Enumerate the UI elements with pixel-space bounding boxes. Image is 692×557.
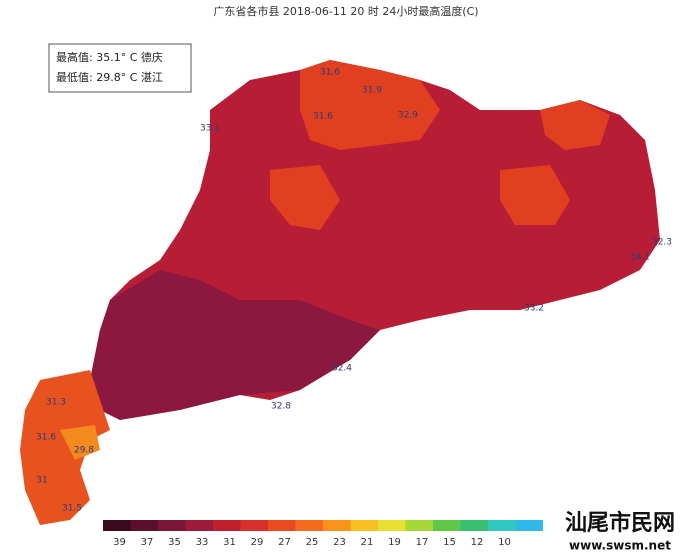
legend-tick: 19 — [388, 537, 401, 548]
station-label: 32.3 — [652, 238, 672, 248]
legend-tick: 15 — [443, 537, 456, 548]
station-label: 31.9 — [362, 86, 382, 96]
legend-cell — [433, 520, 461, 531]
legend-tick: 29 — [251, 537, 264, 548]
legend-cell — [158, 520, 186, 531]
station-label: 32.8 — [271, 402, 291, 412]
legend-tick: 10 — [498, 537, 511, 548]
legend-tick: 12 — [471, 537, 484, 548]
legend-tick: 17 — [416, 537, 429, 548]
station-label: 31.5 — [62, 504, 82, 514]
legend-tick: 33 — [196, 537, 209, 548]
region-west — [90, 270, 380, 420]
region-center-east — [500, 165, 570, 225]
station-label: 33.2 — [524, 304, 544, 314]
legend-cell — [460, 520, 488, 531]
region-north — [300, 60, 440, 150]
legend-cell — [240, 520, 268, 531]
min-value: 最低值: 29.8° C 湛江 — [56, 71, 163, 84]
legend-cell — [350, 520, 378, 531]
legend-cell — [213, 520, 241, 531]
legend-cell — [405, 520, 433, 531]
region-center — [270, 165, 340, 230]
station-label: 32.4 — [332, 364, 352, 374]
legend-cell — [295, 520, 323, 531]
region-leizhou — [20, 370, 110, 525]
max-value: 最高值: 35.1° C 德庆 — [56, 50, 163, 64]
legend-cell — [185, 520, 213, 531]
legend-cell — [488, 520, 516, 531]
legend-tick: 23 — [333, 537, 346, 548]
station-label: 31 — [36, 476, 47, 486]
legend-cell — [378, 520, 406, 531]
station-label: 33.1 — [200, 124, 220, 134]
watermark-url: www.swsm.net — [569, 539, 671, 553]
legend-tick: 21 — [361, 537, 374, 548]
legend-tick: 31 — [223, 537, 236, 548]
legend-tick: 27 — [278, 537, 291, 548]
station-label: 32.9 — [398, 111, 418, 121]
color-legend: 39 37 35 33 31 29 27 25 23 21 19 17 15 12 10 — [103, 520, 543, 548]
info-box — [48, 43, 192, 93]
station-label: 29.8 — [74, 446, 94, 456]
legend-cell — [268, 520, 296, 531]
station-label: 34.1 — [630, 253, 650, 263]
legend-cell — [130, 520, 158, 531]
legend-cell — [103, 520, 131, 531]
region-zhanjiang — [60, 425, 100, 460]
watermark-name: 汕尾市民网 — [565, 510, 675, 536]
station-label: 31.3 — [46, 398, 66, 408]
region-east — [540, 100, 610, 150]
legend-cell — [323, 520, 351, 531]
legend-tick: 25 — [306, 537, 319, 548]
station-labels: 31.6 31.9 31.6 32.9 33.1 32.334.1 33.2 32.4 32.8… — [36, 68, 672, 514]
station-label: 31.6 — [313, 112, 333, 122]
legend-tick: 39 — [113, 537, 126, 548]
legend-tick: 37 — [141, 537, 154, 548]
legend-cell — [515, 520, 543, 531]
station-label: 31.6 — [36, 433, 56, 443]
map-title: 广东省各市县 2018-06-11 20 时 24小时最高温度(C) — [213, 4, 478, 18]
station-label: 31.6 — [320, 68, 340, 78]
legend-tick: 35 — [168, 537, 181, 548]
province-map — [20, 60, 660, 525]
